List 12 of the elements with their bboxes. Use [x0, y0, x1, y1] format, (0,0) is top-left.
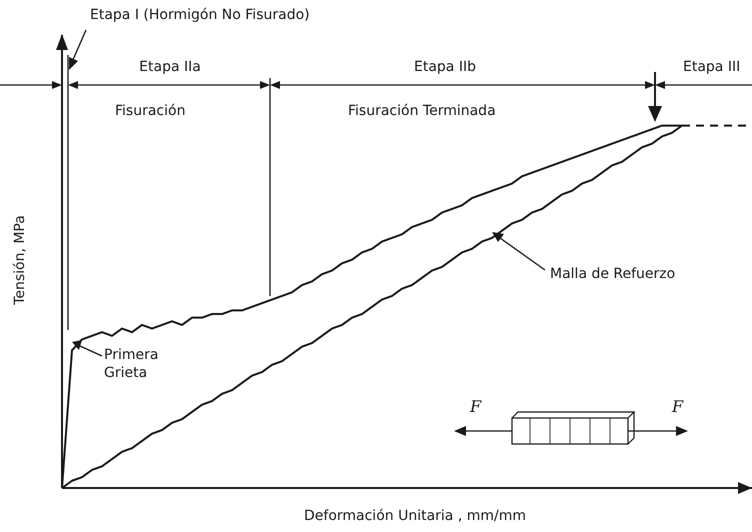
annotation: F: [470, 397, 482, 416]
text: Etapa I (Hormigón No Fisurado): [90, 6, 310, 24]
text: Malla de Refuerzo: [550, 266, 676, 282]
text: Etapa IIb: [413, 58, 477, 76]
text: Etapa III: [683, 58, 740, 76]
x-axis-title: Deformación Unitaria , mm/mm: [304, 508, 526, 524]
text: Fisuración Terminada: [348, 102, 496, 120]
y-axis-title: Tensión, MPa: [12, 215, 28, 305]
text: Fisuración: [115, 102, 186, 120]
annotation: Primera Grieta: [104, 346, 160, 382]
text: Etapa IIa: [138, 58, 202, 76]
annotation: F: [672, 397, 684, 416]
